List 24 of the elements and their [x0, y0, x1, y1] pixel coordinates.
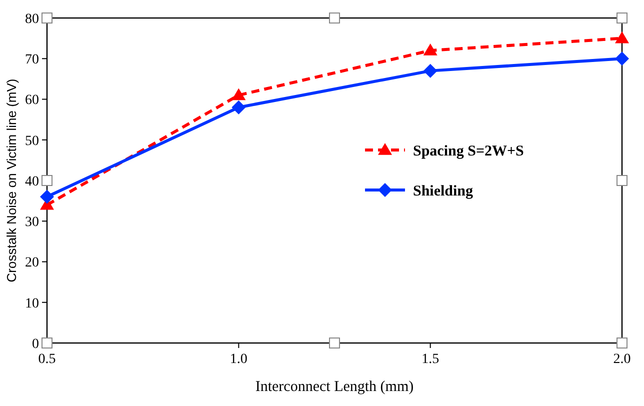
point	[423, 44, 438, 56]
point	[40, 190, 54, 204]
y-tick-label: 20	[25, 256, 39, 271]
x-tick-label: 1.5	[422, 352, 440, 367]
y-tick-label: 60	[25, 93, 39, 108]
point	[423, 64, 438, 78]
point	[232, 88, 246, 100]
x-tick-label: 2.0	[613, 352, 631, 367]
y-tick-label: 30	[25, 215, 39, 230]
point	[615, 31, 629, 44]
point	[232, 100, 246, 114]
y-axis-title: Crosstalk Noise on Victim line (mV)	[4, 78, 19, 282]
y-tick-label: 80	[25, 12, 39, 27]
x-axis-title: Interconnect Length (mm)	[255, 379, 414, 395]
legend-label: Spacing S=2W+S	[413, 143, 524, 160]
legend-label: Shielding	[413, 183, 474, 200]
y-tick-label: 10	[25, 296, 39, 312]
x-tick-label: 0.5	[38, 352, 56, 367]
x-tick-label: 1.0	[230, 352, 248, 367]
y-tick-label: 40	[25, 174, 39, 190]
y-tick-label: 0	[32, 336, 39, 352]
point	[615, 52, 629, 66]
y-tick-label: 50	[25, 134, 39, 149]
y-tick-label: 70	[25, 52, 39, 68]
